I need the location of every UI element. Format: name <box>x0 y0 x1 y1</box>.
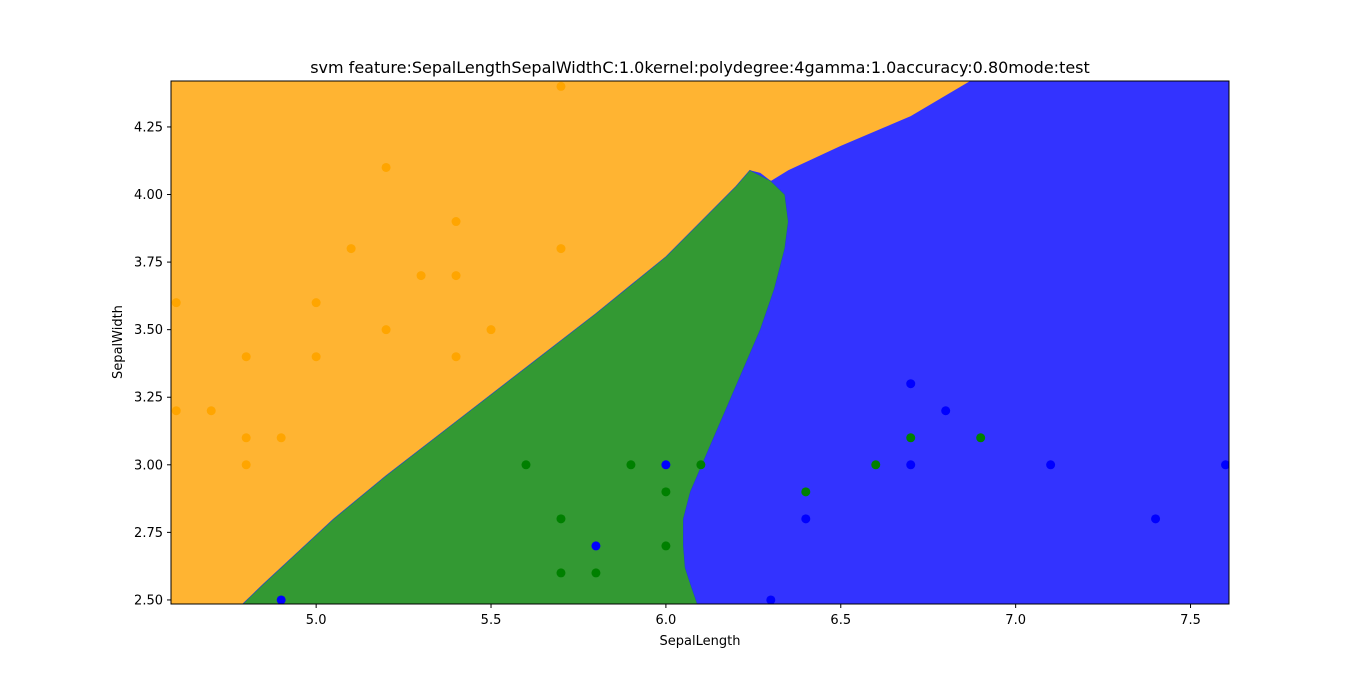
data-point-blue <box>1046 460 1056 470</box>
y-tick-label: 4.00 <box>134 188 163 203</box>
x-axis-ticks: 5.0 5.5 6.0 6.5 7.0 7.5 <box>306 604 1201 628</box>
data-point-orange <box>346 244 356 254</box>
x-tick-label: 7.0 <box>1005 613 1026 628</box>
data-point-blue <box>906 460 916 470</box>
data-point-orange <box>276 433 286 443</box>
data-point-blue <box>801 514 811 524</box>
x-tick-label: 6.0 <box>656 613 677 628</box>
data-point-green <box>801 487 811 497</box>
x-tick-label: 6.5 <box>830 613 851 628</box>
data-point-orange <box>206 406 216 416</box>
data-point-green <box>976 433 986 443</box>
data-point-green <box>556 514 566 524</box>
y-tick-label: 3.00 <box>134 458 163 473</box>
data-point-orange <box>311 298 321 308</box>
data-point-orange <box>416 271 426 281</box>
data-point-orange <box>451 217 461 227</box>
data-point-blue <box>661 460 671 470</box>
data-point-blue <box>1151 514 1161 524</box>
y-axis-ticks: 2.50 2.75 3.00 3.25 3.50 3.75 4.00 4.25 <box>134 120 171 608</box>
y-axis-label: SepalWidth <box>111 305 126 379</box>
data-point-blue <box>591 541 601 551</box>
data-point-blue <box>941 406 951 416</box>
chart-title: svm feature:SepalLengthSepalWidthC:1.0ke… <box>310 58 1090 77</box>
data-point-green <box>591 568 601 578</box>
y-tick-label: 2.50 <box>134 593 163 608</box>
data-point-orange <box>381 162 391 172</box>
data-point-orange <box>451 271 461 281</box>
data-point-orange <box>311 352 321 362</box>
y-tick-label: 3.50 <box>134 323 163 338</box>
plot-frame <box>170 80 1230 605</box>
y-tick-label: 3.25 <box>134 391 163 406</box>
region-green <box>242 169 789 604</box>
data-point-blue <box>276 595 286 604</box>
data-point-green <box>871 460 881 470</box>
y-tick-label: 3.75 <box>134 256 163 271</box>
data-point-green <box>661 487 671 497</box>
data-point-orange <box>556 81 566 91</box>
data-point-green <box>906 433 916 443</box>
scatter-points <box>171 81 1229 604</box>
data-point-blue <box>906 379 916 389</box>
data-point-orange <box>241 433 251 443</box>
data-point-green <box>661 541 671 551</box>
y-tick-label: 2.75 <box>134 526 163 541</box>
data-point-orange <box>171 298 181 308</box>
data-point-green <box>556 568 566 578</box>
data-point-orange <box>486 325 496 335</box>
data-point-orange <box>556 244 566 254</box>
x-tick-label: 5.5 <box>481 613 502 628</box>
data-point-orange <box>381 325 391 335</box>
decision-regions <box>171 81 1229 604</box>
x-tick-label: 7.5 <box>1180 613 1201 628</box>
data-point-green <box>626 460 636 470</box>
x-axis-label: SepalLength <box>660 634 741 649</box>
data-point-green <box>521 460 531 470</box>
data-point-orange <box>171 406 181 416</box>
x-tick-label: 5.0 <box>306 613 327 628</box>
data-point-green <box>696 460 706 470</box>
region-orange <box>171 81 971 604</box>
y-tick-label: 4.25 <box>134 120 163 135</box>
data-point-blue <box>1221 460 1229 470</box>
data-point-orange <box>241 352 251 362</box>
data-point-orange <box>241 460 251 470</box>
data-point-blue <box>766 595 776 604</box>
data-point-orange <box>451 352 461 362</box>
